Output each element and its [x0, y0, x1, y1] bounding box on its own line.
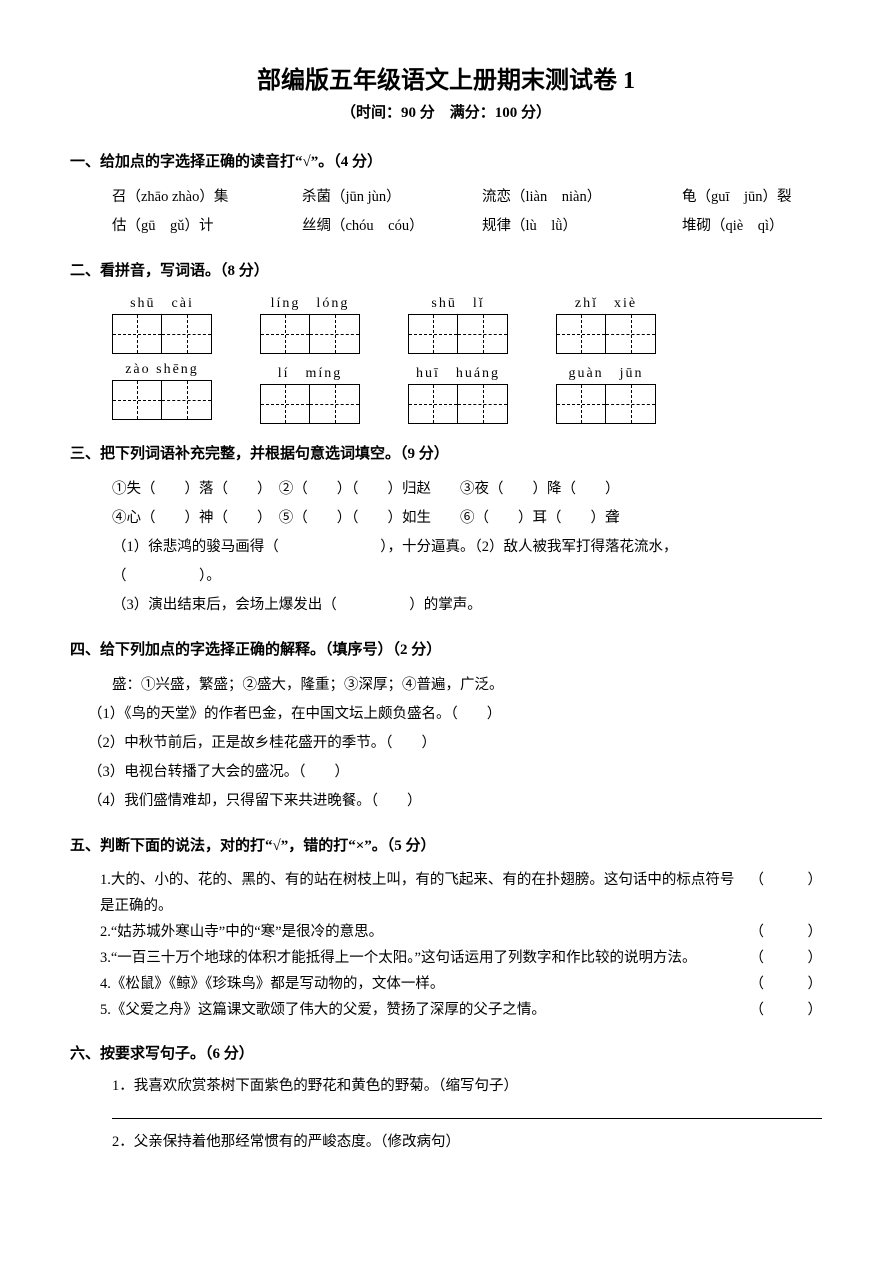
tf-text: 2.“姑苏城外寒山寺”中的“寒”是很冷的意思。	[100, 919, 740, 945]
tian-cell[interactable]	[310, 314, 360, 354]
pinyin-label: zhǐ xiè	[556, 292, 656, 312]
section-3-header: 三、把下列词语补充完整，并根据句意选词填空。（9 分）	[70, 442, 822, 463]
tf-row: 3.“一百三十万个地球的体积才能抵得上一个太阳。”这句话运用了列数字和作比较的说…	[70, 945, 822, 971]
pinyin-label: guàn jūn	[556, 362, 656, 382]
tian-cell[interactable]	[408, 314, 458, 354]
pinyin-block: huī huáng	[408, 362, 508, 424]
section-6-body: 1．我喜欢欣赏茶树下面紫色的野花和黄色的野菊。（缩写句子）	[70, 1075, 822, 1098]
pinyin-block: lí míng	[260, 362, 360, 424]
tian-cell[interactable]	[606, 314, 656, 354]
tian-cell[interactable]	[310, 384, 360, 424]
pinyin-label: shū cài	[112, 292, 212, 312]
tian-cell[interactable]	[556, 384, 606, 424]
s1-r2-c3: 规律（lù lǜ）	[482, 212, 682, 241]
tf-row: 4.《松鼠》《鲸》《珍珠鸟》都是写动物的，文体一样。（ ）	[70, 971, 822, 997]
section-3-body: ①失（ ）落（ ） ②（ ）（ ）归赵 ③夜（ ）降（ ） ④心（ ）神（ ） …	[70, 475, 822, 620]
s1-r1-c1: 召（zhāo zhào）集	[112, 183, 302, 212]
tian-cell[interactable]	[408, 384, 458, 424]
s1-r2-c4: 堆砌（qiè qì）	[682, 212, 784, 241]
pinyin-label: líng lóng	[260, 292, 360, 312]
s1-r2-c1: 估（gū gǔ）计	[112, 212, 302, 241]
page-subtitle: （时间：90 分 满分：100 分）	[70, 101, 822, 122]
s4-l3: （2）中秋节前后，正是故乡桂花盛开的季节。（ ）	[88, 729, 822, 758]
pinyin-row-2: zào shēng lí míng huī huáng guàn jūn	[70, 362, 822, 424]
s1-r1-c2: 杀菌（jūn jùn）	[302, 183, 482, 212]
tian-cell[interactable]	[112, 380, 162, 420]
tian-cell[interactable]	[162, 314, 212, 354]
tian-cell[interactable]	[162, 380, 212, 420]
section-4-header: 四、给下列加点的字选择正确的解释。（填序号）（2 分）	[70, 638, 822, 659]
section-4-items: （1）《鸟的天堂》的作者巴金，在中国文坛上颇负盛名。（ ） （2）中秋节前后，正…	[70, 700, 822, 816]
s3-l5: （3）演出结束后，会场上爆发出（ ）的掌声。	[112, 591, 822, 620]
section-2-header: 二、看拼音，写词语。（8 分）	[70, 259, 822, 280]
section-5-body: 1.大的、小的、花的、黑的、有的站在树枝上叫，有的飞起来、有的在扑翅膀。这句话中…	[70, 867, 822, 1024]
tf-text: 3.“一百三十万个地球的体积才能抵得上一个太阳。”这句话运用了列数字和作比较的说…	[100, 945, 740, 971]
tf-paren[interactable]: （ ）	[740, 997, 823, 1023]
s6-l1: 1．我喜欢欣赏茶树下面紫色的野花和黄色的野菊。（缩写句子）	[112, 1075, 822, 1098]
pinyin-block: zào shēng	[112, 362, 212, 424]
s3-l4: （ ）。	[112, 562, 822, 591]
s4-l1: 盛：①兴盛，繁盛；②盛大，隆重；③深厚；④普遍，广泛。	[112, 671, 822, 700]
pinyin-row-1: shū cài líng lóng shū lǐ zhǐ xiè	[70, 292, 822, 354]
tf-paren[interactable]: （ ）	[740, 945, 823, 971]
tian-cell[interactable]	[606, 384, 656, 424]
section-6-body-2: 2．父亲保持着他那经常惯有的严峻态度。（修改病句）	[70, 1131, 822, 1154]
tf-row: 1.大的、小的、花的、黑的、有的站在树枝上叫，有的飞起来、有的在扑翅膀。这句话中…	[70, 867, 822, 919]
section-1-header: 一、给加点的字选择正确的读音打“√”。（4 分）	[70, 150, 822, 171]
s1-r1-c4: 龟（guī jūn）裂	[682, 183, 792, 212]
pinyin-label: lí míng	[260, 362, 360, 382]
s4-l5: （4）我们盛情难却，只得留下来共进晚餐。（ ）	[88, 787, 822, 816]
s1-r1-c3: 流恋（liàn niàn）	[482, 183, 682, 212]
s4-l2: （1）《鸟的天堂》的作者巴金，在中国文坛上颇负盛名。（ ）	[88, 700, 822, 729]
tian-cell[interactable]	[458, 384, 508, 424]
s3-l1: ①失（ ）落（ ） ②（ ）（ ）归赵 ③夜（ ）降（ ）	[112, 475, 822, 504]
tf-row: 5.《父爱之舟》这篇课文歌颂了伟大的父爱，赞扬了深厚的父子之情。（ ）	[70, 997, 822, 1023]
section-4-body: 盛：①兴盛，繁盛；②盛大，隆重；③深厚；④普遍，广泛。	[70, 671, 822, 700]
tf-text: 1.大的、小的、花的、黑的、有的站在树枝上叫，有的飞起来、有的在扑翅膀。这句话中…	[100, 867, 740, 919]
s6-l2: 2．父亲保持着他那经常惯有的严峻态度。（修改病句）	[112, 1131, 822, 1154]
tian-cell[interactable]	[260, 314, 310, 354]
section-5-header: 五、判断下面的说法，对的打“√”，错的打“×”。（5 分）	[70, 834, 822, 855]
tian-cell[interactable]	[260, 384, 310, 424]
tian-cell[interactable]	[112, 314, 162, 354]
pinyin-label: zào shēng	[112, 362, 212, 378]
pinyin-label: huī huáng	[408, 362, 508, 382]
pinyin-block: shū cài	[112, 292, 212, 354]
pinyin-block: zhǐ xiè	[556, 292, 656, 354]
s3-l2: ④心（ ）神（ ） ⑤（ ）（ ）如生 ⑥（ ）耳（ ）聋	[112, 504, 822, 533]
tian-cell[interactable]	[458, 314, 508, 354]
tf-paren[interactable]: （ ）	[740, 971, 823, 997]
pinyin-block: líng lóng	[260, 292, 360, 354]
write-line[interactable]	[112, 1104, 822, 1119]
s4-l4: （3）电视台转播了大会的盛况。（ ）	[88, 758, 822, 787]
pinyin-block: shū lǐ	[408, 292, 508, 354]
tf-text: 5.《父爱之舟》这篇课文歌颂了伟大的父爱，赞扬了深厚的父子之情。	[100, 997, 740, 1023]
page-title: 部编版五年级语文上册期末测试卷 1	[70, 60, 822, 95]
s1-r2-c2: 丝绸（chóu cóu）	[302, 212, 482, 241]
tian-cell[interactable]	[556, 314, 606, 354]
tf-paren[interactable]: （ ）	[740, 919, 823, 945]
tf-row: 2.“姑苏城外寒山寺”中的“寒”是很冷的意思。（ ）	[70, 919, 822, 945]
pinyin-block: guàn jūn	[556, 362, 656, 424]
tf-text: 4.《松鼠》《鲸》《珍珠鸟》都是写动物的，文体一样。	[100, 971, 740, 997]
tf-paren[interactable]: （ ）	[740, 867, 823, 919]
section-6-header: 六、按要求写句子。（6 分）	[70, 1042, 822, 1063]
section-1-body: 召（zhāo zhào）集 杀菌（jūn jùn） 流恋（liàn niàn） …	[70, 183, 822, 241]
pinyin-label: shū lǐ	[408, 292, 508, 312]
page: 部编版五年级语文上册期末测试卷 1 （时间：90 分 满分：100 分） 一、给…	[0, 0, 892, 1262]
s3-l3: （1）徐悲鸿的骏马画得（ ），十分逼真。（2）敌人被我军打得落花流水，	[112, 533, 822, 562]
